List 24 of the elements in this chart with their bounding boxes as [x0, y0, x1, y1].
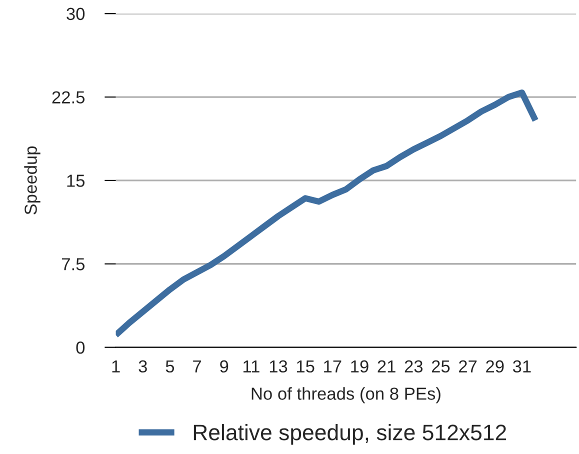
x-tick-label: 29: [486, 360, 504, 373]
x-axis-title: No of threads (on 8 PEs): [252, 387, 440, 404]
x-tick-label: 21: [378, 360, 396, 372]
x-tick-label: 17: [324, 360, 342, 372]
x-tick-label: 11: [243, 360, 260, 372]
x-tick-label: 27: [459, 360, 477, 372]
x-tick-label: 3: [138, 360, 147, 373]
x-tick-label: 15: [297, 360, 314, 373]
x-tick-label: 7: [193, 360, 201, 372]
y-axis-title: Speedup: [24, 146, 40, 214]
y-tick-label: 7.5: [62, 258, 85, 270]
x-tick-label: 9: [220, 360, 228, 373]
x-tick-label: 5: [166, 360, 174, 373]
x-tick-label: 31: [512, 360, 531, 373]
x-tick-label: 19: [351, 360, 368, 373]
legend-label: Relative speedup, size 512x512: [194, 424, 506, 445]
x-tick-label: 13: [270, 360, 288, 373]
x-tick-label: 1: [112, 360, 120, 372]
x-tick-label: 25: [432, 360, 450, 373]
x-tick-label: 23: [404, 360, 423, 373]
y-tick-label: 22.5: [52, 91, 85, 104]
y-tick-label: 0: [76, 341, 85, 354]
y-tick-label: 15: [67, 174, 85, 187]
y-tick-label: 30: [66, 8, 85, 20]
